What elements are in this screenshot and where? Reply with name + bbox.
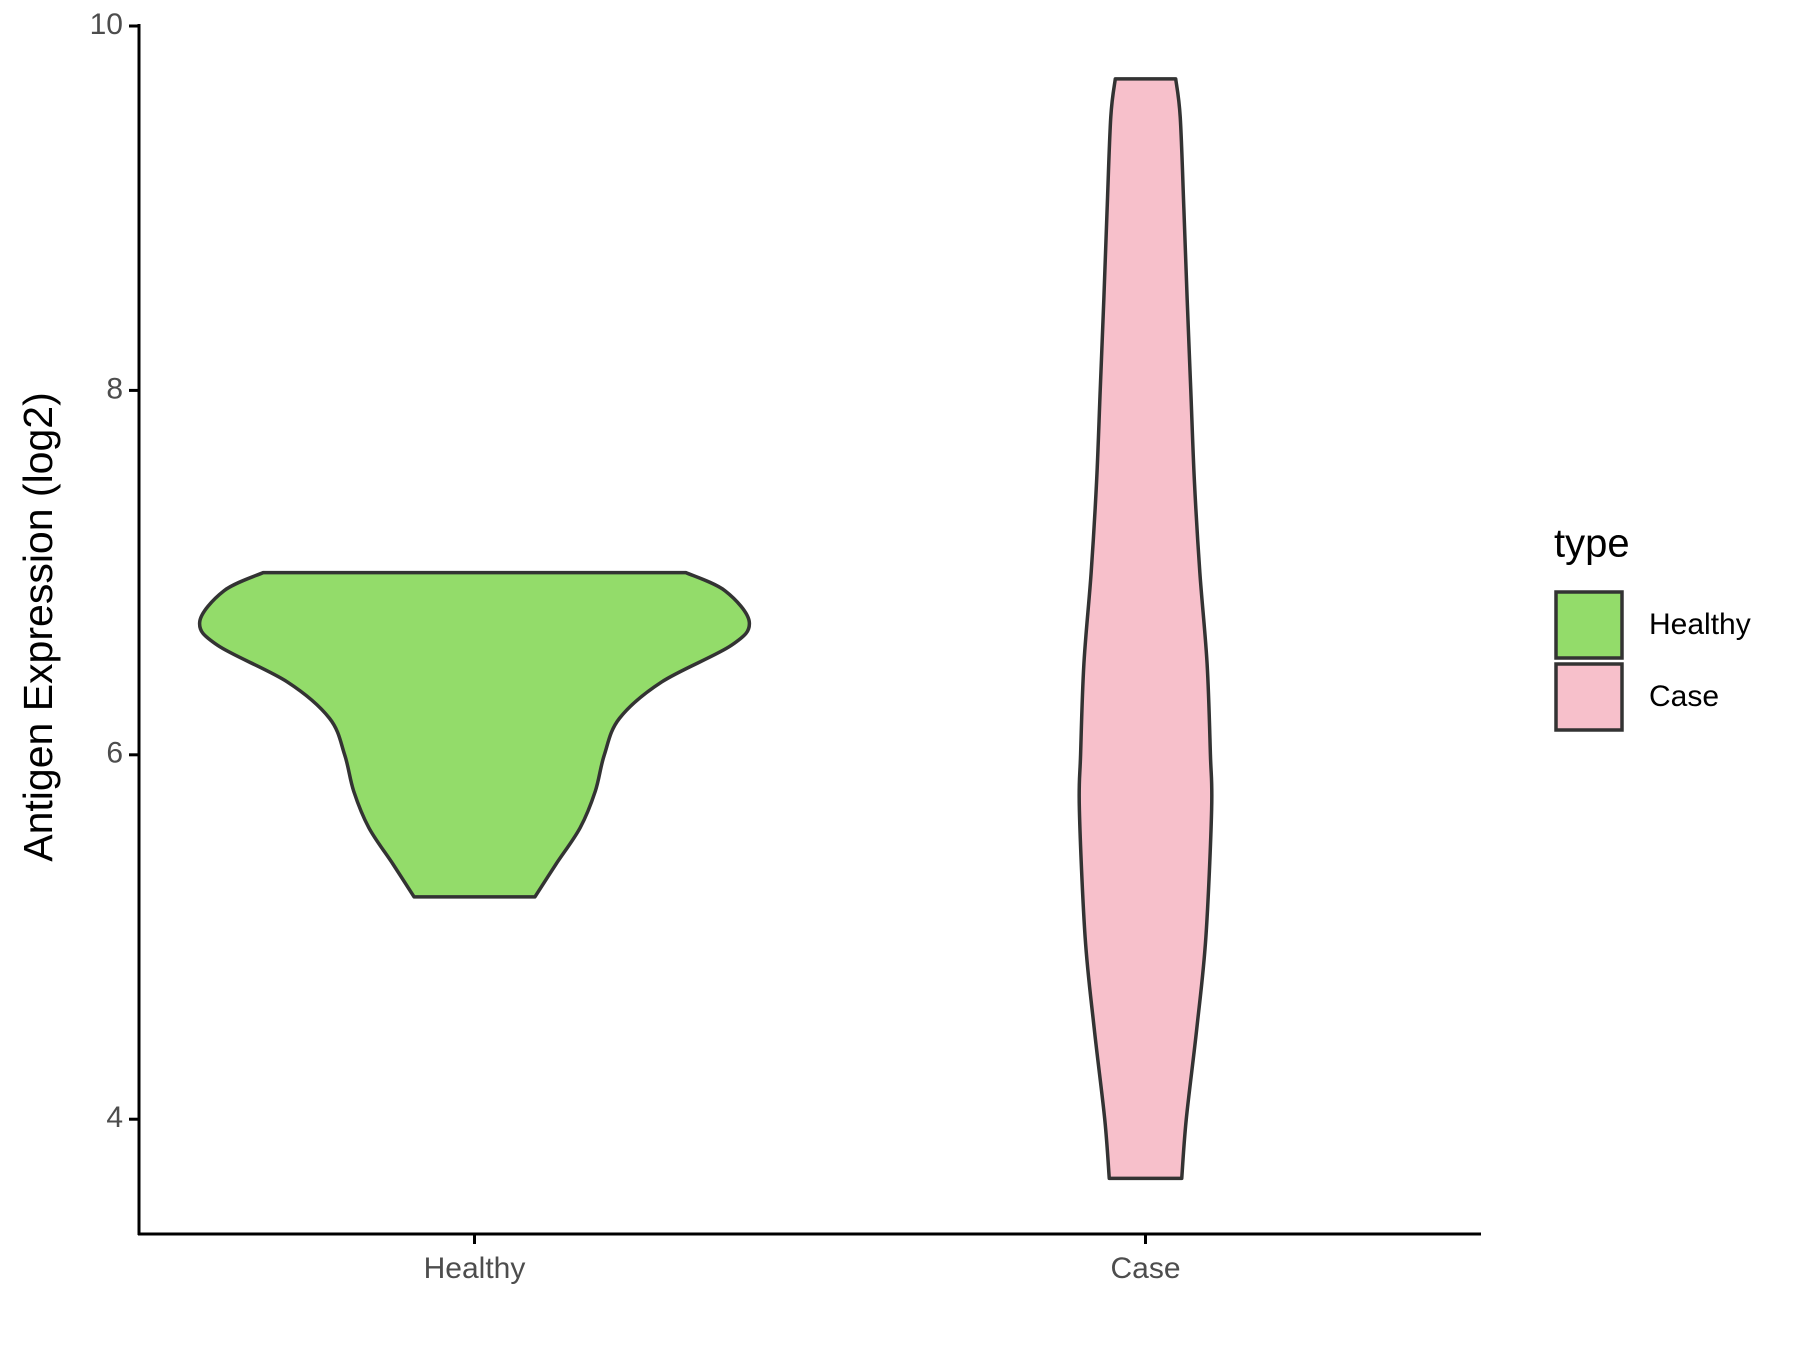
legend-key [1554, 662, 1624, 732]
y-axis-title: Antigen Expression (log2) [15, 392, 61, 861]
legend-title: type [1554, 522, 1630, 566]
legend-key [1554, 590, 1624, 660]
y-tick-label: 6 [106, 737, 123, 770]
x-tick-label: Healthy [424, 1252, 526, 1285]
legend-label: Healthy [1649, 608, 1751, 641]
y-tick-label: 4 [106, 1101, 123, 1134]
x-tick-label: Case [1110, 1252, 1180, 1285]
y-tick-label: 8 [106, 372, 123, 405]
y-tick-label: 10 [90, 8, 123, 41]
legend-label: Case [1649, 680, 1719, 713]
violin [1077, 77, 1214, 1181]
violin [197, 570, 752, 899]
